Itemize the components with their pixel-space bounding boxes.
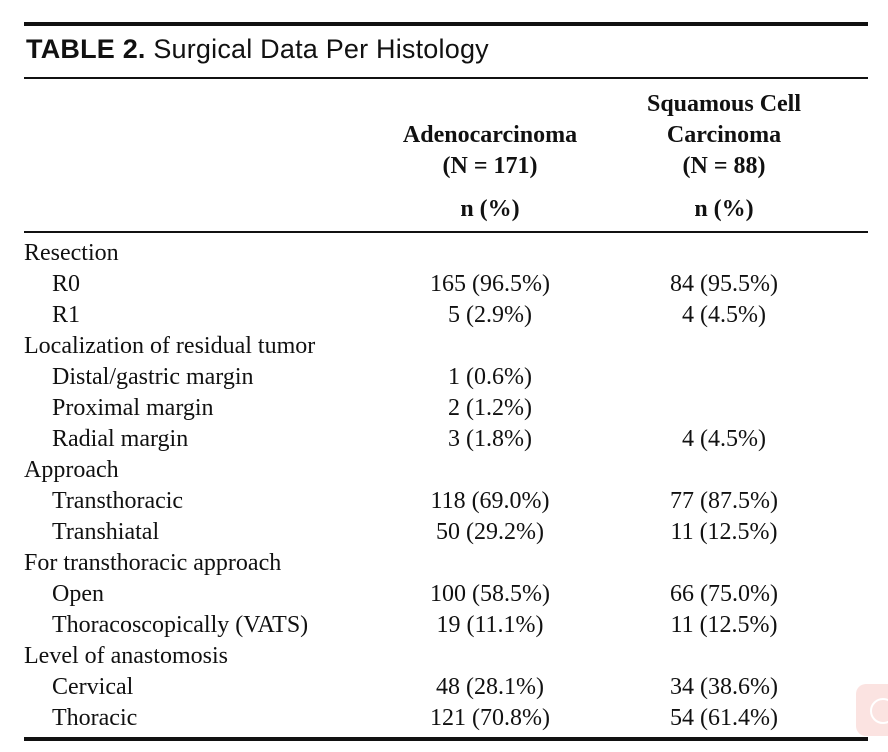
table-row: Radial margin 3 (1.8%) 4 (4.5%) bbox=[24, 424, 868, 455]
row-label: Proximal margin bbox=[52, 395, 214, 421]
cell-adenocarcinoma: 165 (96.5%) bbox=[430, 271, 550, 297]
table-row: Distal/gastric margin 1 (0.6%) bbox=[24, 362, 868, 393]
cell-squamous: 77 (87.5%) bbox=[670, 488, 778, 514]
cell-squamous: 34 (38.6%) bbox=[670, 674, 778, 700]
column-unit-label: n (%) bbox=[694, 196, 754, 222]
column-header-line: Adenocarcinoma bbox=[402, 122, 578, 148]
column-header-squamous: Squamous Cell Carcinoma (N = 88) bbox=[604, 89, 844, 182]
table-header-top-rule bbox=[24, 77, 868, 79]
cell-adenocarcinoma: 2 (1.2%) bbox=[448, 395, 532, 421]
table-header-bottom-rule bbox=[24, 231, 868, 233]
table-top-rule bbox=[24, 22, 868, 26]
cell-squamous: 84 (95.5%) bbox=[670, 271, 778, 297]
column-header-adenocarcinoma: Adenocarcinoma (N = 171) bbox=[370, 120, 610, 182]
column-header-line: (N = 171) bbox=[442, 153, 538, 179]
row-label: Cervical bbox=[52, 674, 134, 700]
cell-adenocarcinoma: 121 (70.8%) bbox=[430, 705, 550, 731]
table-section-row: Approach bbox=[24, 455, 868, 486]
table-section-row: Localization of residual tumor bbox=[24, 331, 868, 362]
cell-adenocarcinoma: 3 (1.8%) bbox=[448, 426, 532, 452]
table-row: Transhiatal 50 (29.2%) 11 (12.5%) bbox=[24, 517, 868, 548]
table-section-row: Level of anastomosis bbox=[24, 641, 868, 672]
column-header-line: (N = 88) bbox=[682, 153, 766, 179]
table-title: TABLE 2. Surgical Data Per Histology bbox=[26, 34, 489, 65]
cell-squamous: 4 (4.5%) bbox=[682, 302, 766, 328]
table-row: R0 165 (96.5%) 84 (95.5%) bbox=[24, 269, 868, 300]
cell-adenocarcinoma: 48 (28.1%) bbox=[436, 674, 544, 700]
cell-adenocarcinoma: 5 (2.9%) bbox=[448, 302, 532, 328]
cell-squamous: 66 (75.0%) bbox=[670, 581, 778, 607]
cell-squamous: 4 (4.5%) bbox=[682, 426, 766, 452]
column-unit-adenocarcinoma: n (%) bbox=[370, 194, 610, 225]
row-label: Thoracoscopically (VATS) bbox=[52, 612, 309, 638]
table-section-row: Resection bbox=[24, 238, 868, 269]
table-section-row: For transthoracic approach bbox=[24, 548, 868, 579]
table-bottom-rule bbox=[24, 737, 868, 741]
table-row: Transthoracic 118 (69.0%) 77 (87.5%) bbox=[24, 486, 868, 517]
row-label: Distal/gastric margin bbox=[52, 364, 254, 390]
row-label: Approach bbox=[24, 457, 119, 483]
row-label: Localization of residual tumor bbox=[24, 333, 316, 359]
table-number: TABLE 2. bbox=[26, 34, 146, 64]
row-label: Level of anastomosis bbox=[24, 643, 228, 669]
row-label: R0 bbox=[52, 271, 81, 297]
row-label: Resection bbox=[24, 240, 119, 266]
row-label: For transthoracic approach bbox=[24, 550, 282, 576]
column-unit-squamous: n (%) bbox=[604, 194, 844, 225]
table-body: Resection R0 165 (96.5%) 84 (95.5%) R1 5 (2.9… bbox=[24, 238, 868, 734]
row-label: Open bbox=[52, 581, 104, 607]
row-label: Thoracic bbox=[52, 705, 138, 731]
floating-widget-icon[interactable] bbox=[856, 684, 888, 736]
cell-adenocarcinoma: 19 (11.1%) bbox=[436, 612, 544, 638]
table-row: R1 5 (2.9%) 4 (4.5%) bbox=[24, 300, 868, 331]
cell-squamous: 11 (12.5%) bbox=[670, 519, 778, 545]
cell-adenocarcinoma: 118 (69.0%) bbox=[430, 488, 550, 514]
cell-adenocarcinoma: 50 (29.2%) bbox=[436, 519, 544, 545]
table-row: Open 100 (58.5%) 66 (75.0%) bbox=[24, 579, 868, 610]
cell-squamous: 54 (61.4%) bbox=[670, 705, 778, 731]
column-header-line: Squamous Cell bbox=[646, 91, 802, 117]
table-row: Thoracoscopically (VATS) 19 (11.1%) 11 (12… bbox=[24, 610, 868, 641]
cell-adenocarcinoma: 1 (0.6%) bbox=[448, 364, 532, 390]
row-label: Radial margin bbox=[52, 426, 189, 452]
cell-squamous: 11 (12.5%) bbox=[670, 612, 778, 638]
table-row: Proximal margin 2 (1.2%) bbox=[24, 393, 868, 424]
row-label: Transthoracic bbox=[52, 488, 184, 514]
table-row: Cervical 48 (28.1%) 34 (38.6%) bbox=[24, 672, 868, 703]
row-label: Transhiatal bbox=[52, 519, 160, 545]
cell-adenocarcinoma: 100 (58.5%) bbox=[430, 581, 550, 607]
table-row: Thoracic 121 (70.8%) 54 (61.4%) bbox=[24, 703, 868, 734]
table-caption: Surgical Data Per Histology bbox=[153, 34, 489, 64]
column-header-line: Carcinoma bbox=[666, 122, 782, 148]
row-label: R1 bbox=[52, 302, 81, 328]
column-unit-label: n (%) bbox=[460, 196, 520, 222]
